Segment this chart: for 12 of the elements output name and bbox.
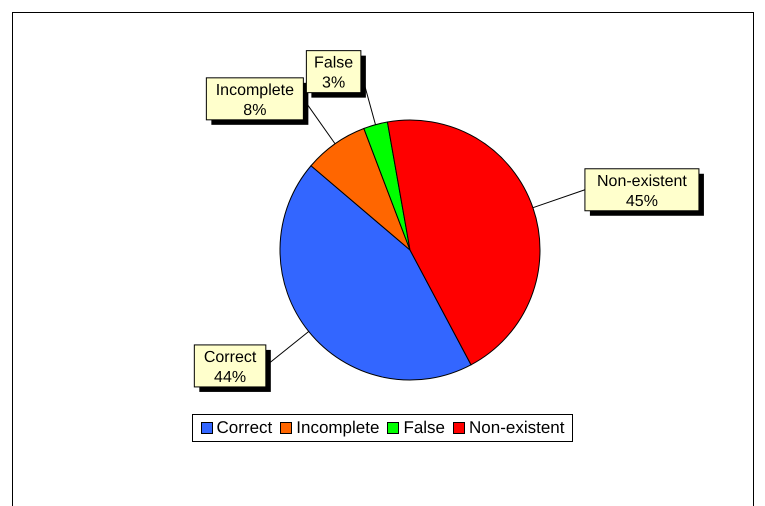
data-label: 3% (322, 74, 346, 92)
data-label: 44% (214, 368, 246, 386)
legend-label: Correct (216, 418, 272, 438)
slice-label: Non-existent (597, 172, 688, 190)
slice-label: Correct (204, 348, 257, 366)
data-label: 45% (626, 192, 658, 210)
slice-label: False (314, 54, 354, 72)
slice-label: Incomplete (216, 82, 294, 99)
legend-label: Non-existent (468, 418, 564, 438)
data-label: 8% (243, 102, 266, 119)
legend-label: False (402, 418, 446, 438)
legend-label: Incomplete (295, 418, 380, 438)
